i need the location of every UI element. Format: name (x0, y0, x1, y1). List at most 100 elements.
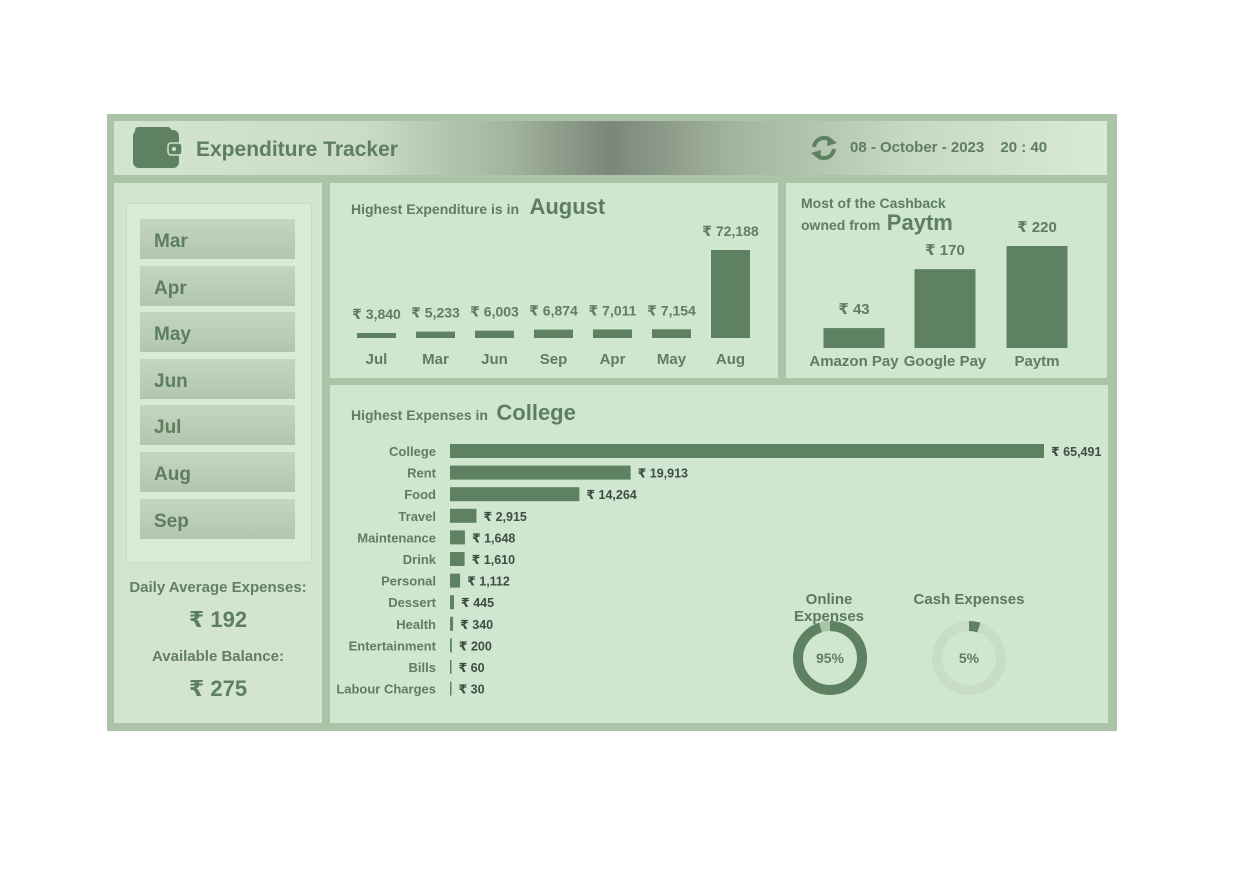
balance-value: ₹ 275 (188, 676, 248, 701)
category-panel-title: Highest Expenses in College (351, 400, 576, 426)
bar-may (652, 329, 691, 338)
refresh-icon[interactable] (809, 134, 839, 162)
bar-dessert (450, 595, 455, 610)
data-label-college: ₹ 65,491 (1051, 445, 1101, 459)
data-label-dessert: ₹ 445 (461, 596, 494, 610)
tick-label-google-pay: Google Pay (904, 353, 987, 370)
bar-food (450, 487, 580, 502)
tick-label-aug: Aug (716, 351, 745, 368)
cashback-bar-chart: ₹ 43 Amazon Pay ₹ 170 Google Pay ₹ 220 Paytm (809, 219, 1068, 370)
data-label-jul: ₹ 3,840 (352, 306, 401, 322)
month-button-sep[interactable]: Sep (140, 499, 295, 539)
category-label-personal: Personal (381, 574, 436, 589)
data-label-bills: ₹ 60 (459, 661, 485, 675)
tick-label-apr: Apr (600, 351, 626, 368)
data-label-may: ₹ 7,154 (647, 302, 696, 318)
data-label-jun: ₹ 6,003 (470, 304, 519, 320)
donut-segment-cash-expenses (932, 621, 1006, 695)
data-label-entertainment: ₹ 200 (459, 639, 492, 653)
cashback-title-prefix: owned from (801, 217, 881, 233)
category-label-dessert: Dessert (388, 595, 436, 610)
month-button-apr[interactable]: Apr (140, 266, 295, 306)
data-label-food: ₹ 14,264 (586, 488, 636, 502)
bar-apr (593, 329, 632, 338)
category-label-maintenance: Maintenance (357, 530, 436, 545)
balance-label: Available Balance: (151, 648, 284, 665)
category-title-highlight: College (496, 400, 576, 425)
tick-label-sep: Sep (540, 351, 568, 368)
data-label-labour-charges: ₹ 30 (459, 683, 485, 697)
month-button-may[interactable]: May (140, 312, 295, 352)
bar-personal (450, 573, 461, 588)
data-label-health: ₹ 340 (460, 618, 493, 632)
bar-jun (475, 330, 514, 338)
data-label-drink: ₹ 1,610 (472, 553, 515, 567)
category-expenses-panel: Highest Expenses in College College ₹ 65,… (330, 385, 1108, 723)
bar-paytm (1006, 246, 1068, 348)
cashback-panel-title: Most of the Cashback owned from Paytm (801, 193, 953, 236)
online-expenses-donut: 95% (793, 621, 867, 695)
bar-maintenance (450, 530, 465, 545)
time-text: 20 : 40 (1000, 139, 1048, 156)
category-label-travel: Travel (398, 509, 436, 524)
month-button-aug[interactable]: Aug (140, 452, 295, 492)
monthly-panel-title: Highest Expenditure is in August (351, 194, 605, 220)
cashback-panel: Most of the Cashback owned from Paytm ₹ … (786, 183, 1107, 378)
tick-label-may: May (657, 351, 687, 368)
data-label-personal: ₹ 1,112 (467, 575, 510, 589)
category-title-prefix: Highest Expenses in (351, 407, 488, 423)
donut-label-cash-expenses: 5% (959, 650, 980, 666)
tick-label-mar: Mar (422, 351, 449, 368)
bar-sep (534, 329, 573, 338)
bar-rent (450, 465, 631, 480)
data-label-amazon-pay: ₹ 43 (838, 301, 869, 318)
month-slicer: Mar Apr May Jun Jul Aug Sep (126, 203, 312, 563)
cash-expenses-label: Cash Expenses (913, 591, 1025, 608)
cashback-title-highlight: Paytm (886, 210, 953, 235)
data-label-aug: ₹ 72,188 (702, 223, 759, 239)
sidebar: Mar Apr May Jun Jul Aug Sep Daily Averag… (114, 183, 322, 723)
category-label-health: Health (396, 617, 436, 632)
bar-aug (711, 250, 750, 338)
monthly-expenditure-panel: Highest Expenditure is in August ₹ 3,840… (330, 183, 778, 378)
online-expenses-label: Online Expenses (793, 591, 865, 625)
cash-expenses-donut: 5% (932, 621, 1006, 695)
category-label-labour-charges: Labour Charges (336, 682, 436, 697)
data-label-mar: ₹ 5,233 (411, 305, 460, 321)
data-label-google-pay: ₹ 170 (925, 242, 965, 259)
category-label-food: Food (404, 487, 436, 502)
data-label-apr: ₹ 7,011 (589, 302, 637, 318)
bar-college (450, 444, 1044, 458)
bar-jul (357, 333, 396, 338)
category-label-college: College (389, 444, 436, 459)
app-title: Expenditure Tracker (196, 138, 398, 161)
datetime-display: 08 - October - 2023 20 : 40 (850, 139, 1047, 156)
wallet-icon (133, 127, 182, 168)
data-label-travel: ₹ 2,915 (483, 510, 526, 524)
data-label-maintenance: ₹ 1,648 (472, 531, 515, 545)
month-button-jun[interactable]: Jun (140, 359, 295, 399)
donut-label-online-expenses: 95% (816, 650, 845, 666)
bar-travel (450, 508, 477, 523)
tick-label-amazon-pay: Amazon Pay (809, 353, 899, 370)
bar-health (450, 616, 454, 631)
category-label-rent: Rent (407, 466, 437, 481)
month-button-mar[interactable]: Mar (140, 219, 295, 259)
data-label-rent: ₹ 19,913 (638, 467, 688, 481)
category-label-bills: Bills (409, 660, 436, 675)
monthly-bar-chart: ₹ 3,840 Jul ₹ 5,233 Mar ₹ 6,003 Jun ₹ 6,874 Sep… (352, 223, 759, 368)
bar-mar (416, 331, 455, 338)
bar-entertainment (450, 638, 452, 653)
bar-google-pay (914, 269, 976, 348)
month-button-jul[interactable]: Jul (140, 405, 295, 445)
data-label-sep: ₹ 6,874 (529, 303, 578, 319)
daily-average-value: ₹ 192 (188, 607, 248, 632)
monthly-title-prefix: Highest Expenditure is in (351, 201, 520, 217)
category-label-drink: Drink (403, 552, 437, 567)
bar-labour-charges (450, 681, 452, 696)
data-label-paytm: ₹ 220 (1017, 219, 1057, 236)
tick-label-jun: Jun (481, 351, 508, 368)
monthly-title-highlight: August (529, 194, 606, 219)
daily-average-label: Daily Average Expenses: (129, 579, 307, 596)
bar-amazon-pay (823, 328, 885, 348)
